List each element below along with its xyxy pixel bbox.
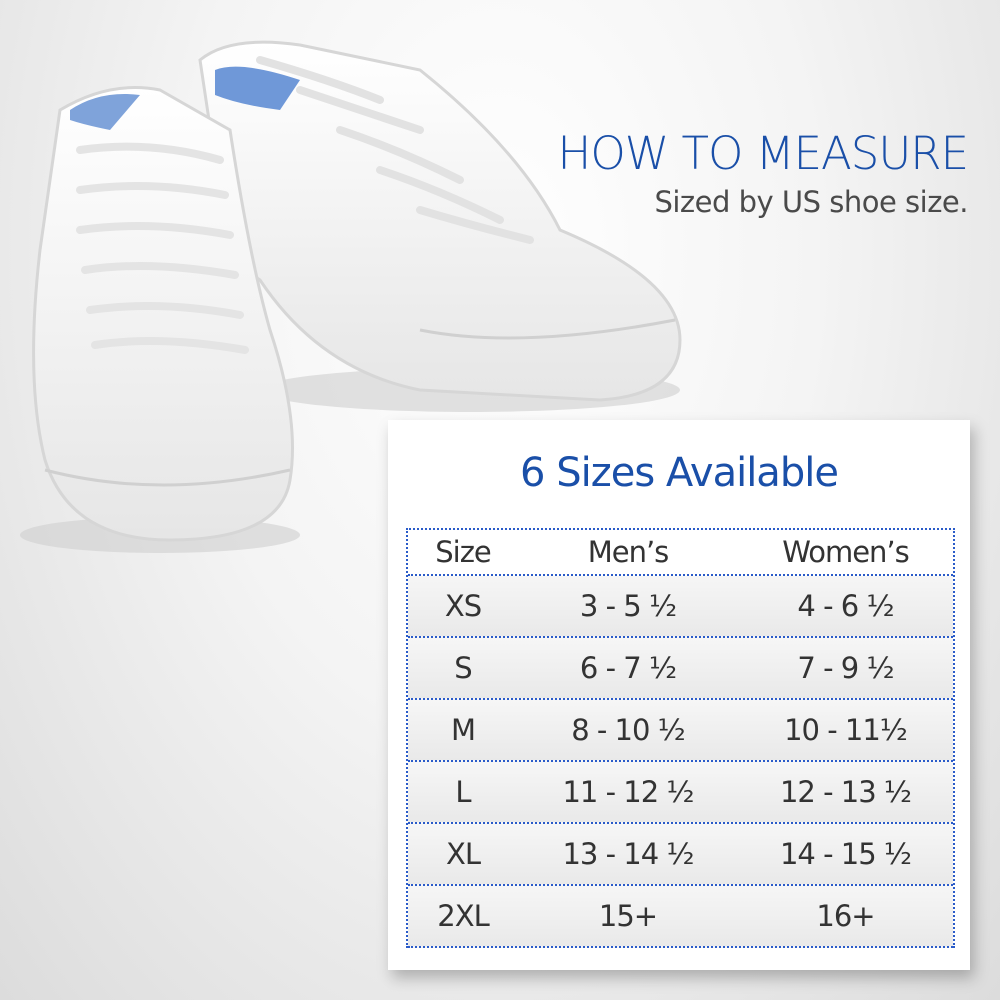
- size-cell: L: [455, 775, 471, 809]
- womens-cell: 16+: [816, 899, 875, 933]
- table-header-row: Size Men’s Women’s: [408, 530, 953, 576]
- size-cell: S: [454, 651, 472, 685]
- sneakers-image: [20, 40, 682, 553]
- table-row: 2XL 15+ 16+: [408, 886, 953, 948]
- mens-cell: 8 - 10 ½: [571, 713, 686, 747]
- column-header-womens: Women’s: [782, 535, 910, 569]
- womens-cell: 4 - 6 ½: [797, 589, 894, 623]
- mens-cell: 11 - 12 ½: [562, 775, 694, 809]
- size-chart-table: Size Men’s Women’s XS 3 - 5 ½ 4 - 6 ½ S …: [406, 528, 955, 948]
- column-header-mens: Men’s: [587, 535, 670, 569]
- mens-cell: 15+: [598, 899, 658, 933]
- mens-cell: 6 - 7 ½: [579, 651, 677, 685]
- headline: HOW TO MEASURE Sized by US shoe size.: [557, 127, 969, 224]
- womens-cell: 14 - 15 ½: [779, 837, 912, 871]
- table-row: XL 13 - 14 ½ 14 - 15 ½: [408, 824, 953, 886]
- womens-cell: 10 - 11½: [784, 713, 908, 747]
- womens-cell: 12 - 13 ½: [779, 775, 912, 809]
- mens-cell: 3 - 5 ½: [579, 589, 677, 623]
- how-to-measure-title: HOW TO MEASURE: [557, 127, 969, 180]
- table-row: XS 3 - 5 ½ 4 - 6 ½: [408, 576, 953, 638]
- table-row: M 8 - 10 ½ 10 - 11½: [408, 700, 953, 762]
- size-cell: XL: [445, 837, 481, 871]
- size-cell: 2XL: [437, 899, 489, 933]
- size-cell: M: [450, 713, 476, 747]
- size-chart-card: 6 Sizes Available Size Men’s Women’s XS …: [388, 420, 970, 970]
- table-row: L 11 - 12 ½ 12 - 13 ½: [408, 762, 953, 824]
- sizing-subtitle: Sized by US shoe size.: [654, 185, 968, 219]
- mens-cell: 13 - 14 ½: [562, 837, 694, 871]
- size-cell: XS: [444, 589, 482, 623]
- column-header-size: Size: [435, 535, 492, 569]
- womens-cell: 7 - 9 ½: [797, 651, 894, 685]
- table-row: S 6 - 7 ½ 7 - 9 ½: [408, 638, 953, 700]
- size-chart-title: 6 Sizes Available: [520, 450, 839, 496]
